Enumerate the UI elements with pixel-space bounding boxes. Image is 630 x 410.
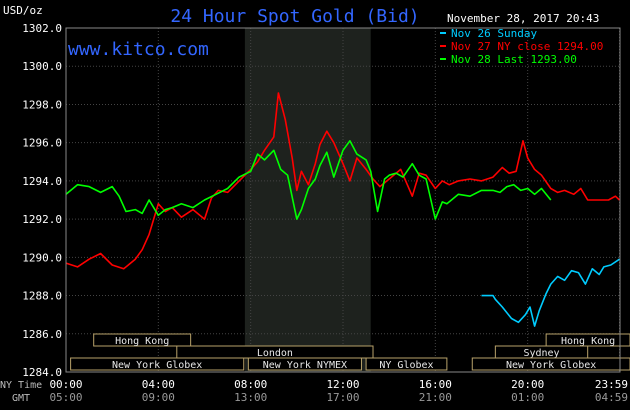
session-box [70,357,245,371]
session-label: NY Globex [379,360,433,371]
session-box [471,357,630,371]
session-box [365,357,448,371]
plot-frame [65,27,621,373]
x-tick-label-ny: 08:00 [234,378,267,391]
x-tick-label-ny: 23:59 [595,378,628,391]
y-tick-label: 1300.0 [22,60,62,73]
y-tick-label: 1292.0 [22,213,62,226]
x-tick-label-ny: 16:00 [419,378,452,391]
y-tick-label: 1284.0 [22,366,62,379]
y-tick-label: 1290.0 [22,251,62,264]
x-tick-label-gmt: 04:59 [595,391,628,404]
y-tick-label: 1294.0 [22,175,62,188]
session-label: New York Globex [506,360,596,371]
x-tick-label-gmt: 05:00 [49,391,82,404]
chart-title: 24 Hour Spot Gold (Bid) [170,6,419,27]
session-label: New York Globex [112,360,202,371]
session-box [247,357,362,371]
y-tick-label: 1288.0 [22,290,62,303]
x-tick-label-gmt: 01:00 [511,391,544,404]
x-tick-label-ny: 12:00 [326,378,359,391]
series-line-2 [65,140,552,220]
nymex-shaded-band [244,28,371,372]
legend-label-nov28: Nov 28 Last 1293.00 [451,53,577,66]
session-box [93,333,192,347]
gmt-axis-label: GMT [12,393,30,404]
x-tick-label-ny: 00:00 [49,378,82,391]
session-label: New York NYMEX [263,360,347,371]
legend-label-nov27: Nov 27 NY close 1294.00 [451,40,603,53]
shaded-region-layer [244,28,371,372]
series-line-0 [481,258,620,327]
market-session-layer: Hong Kong London New York Globex New York N… [70,333,630,371]
timestamp-label: November 28, 2017 20:43 [447,12,599,25]
session-label: London [257,348,293,359]
x-tick-label-ny: 20:00 [511,378,544,391]
legend: Nov 26 Sunday Nov 27 NY close 1294.00 No… [440,27,603,66]
session-label: Hong Kong [115,336,169,347]
x-tick-label-gmt: 09:00 [142,391,175,404]
series-line-1 [65,92,621,270]
y-tick-label: 1286.0 [22,328,62,341]
y-tick-label: 1302.0 [22,22,62,35]
y-tick-labels: 1302.0 1300.0 1298.0 1296.0 1294.0 1292.0 1290… [22,22,62,379]
session-label: Hong Kong [561,336,615,347]
ny-time-axis-label: NY Time [0,380,42,391]
session-label: Sydney [523,348,559,359]
legend-label-nov26: Nov 26 Sunday [451,27,537,40]
y-axis-unit-label: USD/oz [3,4,43,17]
x-tick-label-ny: 04:00 [142,378,175,391]
x-tick-label-gmt: 21:00 [419,391,452,404]
y-tick-label: 1296.0 [22,137,62,150]
x-tick-label-gmt: 17:00 [326,391,359,404]
series-layer [65,92,621,327]
y-tick-label: 1298.0 [22,98,62,111]
kitco-watermark: www.kitco.com [68,39,209,60]
x-tick-label-gmt: 13:00 [234,391,267,404]
